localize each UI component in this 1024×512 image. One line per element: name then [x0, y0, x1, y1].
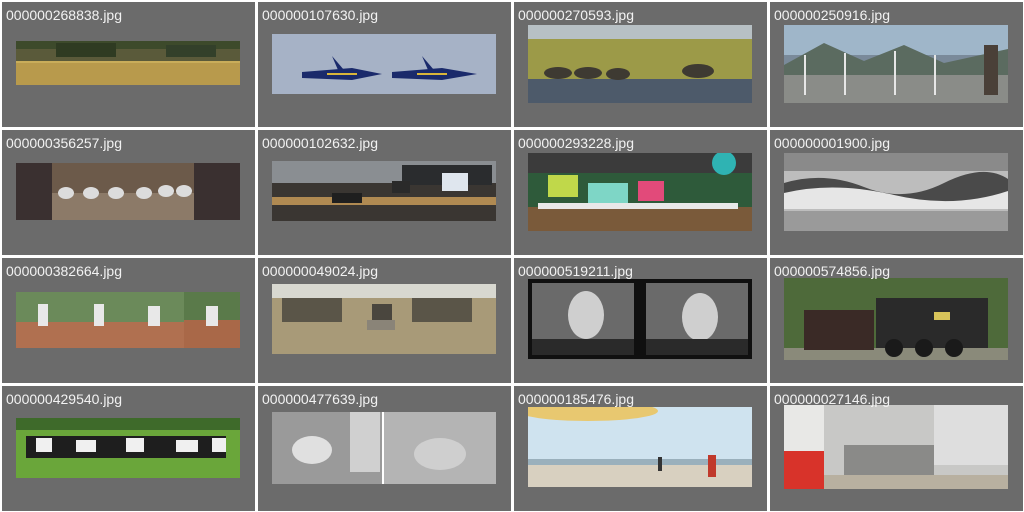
filename-label: 000000356257.jpg: [6, 135, 123, 151]
thumbnail-image[interactable]: [528, 153, 752, 231]
filename-label: 000000270593.jpg: [518, 7, 635, 23]
gallery-tile[interactable]: 000000107630.jpg: [258, 2, 511, 127]
gallery-tile[interactable]: 000000429540.jpg: [2, 386, 255, 511]
filename-label: 000000519211.jpg: [518, 263, 633, 279]
filename-label: 000000102632.jpg: [262, 135, 379, 151]
thumbnail-image[interactable]: [528, 407, 752, 487]
thumbnail-image[interactable]: [16, 163, 240, 220]
filename-label: 000000429540.jpg: [6, 391, 123, 407]
filename-label: 000000107630.jpg: [262, 7, 379, 23]
gallery-tile[interactable]: 000000519211.jpg: [514, 258, 767, 383]
thumbnail-image[interactable]: [528, 25, 752, 103]
thumbnail-image[interactable]: [784, 153, 1008, 231]
gallery-tile[interactable]: 000000293228.jpg: [514, 130, 767, 255]
thumbnail-image[interactable]: [272, 161, 496, 221]
filename-label: 000000250916.jpg: [774, 7, 891, 23]
gallery-tile[interactable]: 000000574856.jpg: [770, 258, 1023, 383]
thumbnail-image[interactable]: [528, 279, 752, 359]
thumbnail-image[interactable]: [272, 34, 496, 94]
filename-label: 000000049024.jpg: [262, 263, 379, 279]
gallery-tile[interactable]: 000000102632.jpg: [258, 130, 511, 255]
gallery-tile[interactable]: 000000268838.jpg: [2, 2, 255, 127]
gallery-tile[interactable]: 000000250916.jpg: [770, 2, 1023, 127]
filename-label: 000000293228.jpg: [518, 135, 635, 151]
thumbnail-image[interactable]: [784, 405, 1008, 489]
gallery-tile[interactable]: 000000185476.jpg: [514, 386, 767, 511]
filename-label: 000000268838.jpg: [6, 7, 123, 23]
filename-label: 000000001900.jpg: [774, 135, 891, 151]
gallery-tile[interactable]: 000000270593.jpg: [514, 2, 767, 127]
filename-label: 000000477639.jpg: [262, 391, 379, 407]
gallery-tile[interactable]: 000000356257.jpg: [2, 130, 255, 255]
thumbnail-image[interactable]: [16, 292, 240, 348]
filename-label: 000000185476.jpg: [518, 391, 635, 407]
gallery-tile[interactable]: 000000027146.jpg: [770, 386, 1023, 511]
filename-label: 000000027146.jpg: [774, 391, 891, 407]
thumbnail-image[interactable]: [272, 284, 496, 354]
filename-label: 000000574856.jpg: [774, 263, 891, 279]
thumbnail-image[interactable]: [16, 41, 240, 85]
thumbnail-image[interactable]: [272, 412, 496, 484]
gallery-tile[interactable]: 000000049024.jpg: [258, 258, 511, 383]
gallery-tile[interactable]: 000000001900.jpg: [770, 130, 1023, 255]
thumbnail-image[interactable]: [784, 25, 1008, 103]
gallery-tile[interactable]: 000000382664.jpg: [2, 258, 255, 383]
filename-label: 000000382664.jpg: [6, 263, 123, 279]
thumbnail-image[interactable]: [784, 278, 1008, 360]
gallery-tile[interactable]: 000000477639.jpg: [258, 386, 511, 511]
thumbnail-image[interactable]: [16, 418, 240, 478]
